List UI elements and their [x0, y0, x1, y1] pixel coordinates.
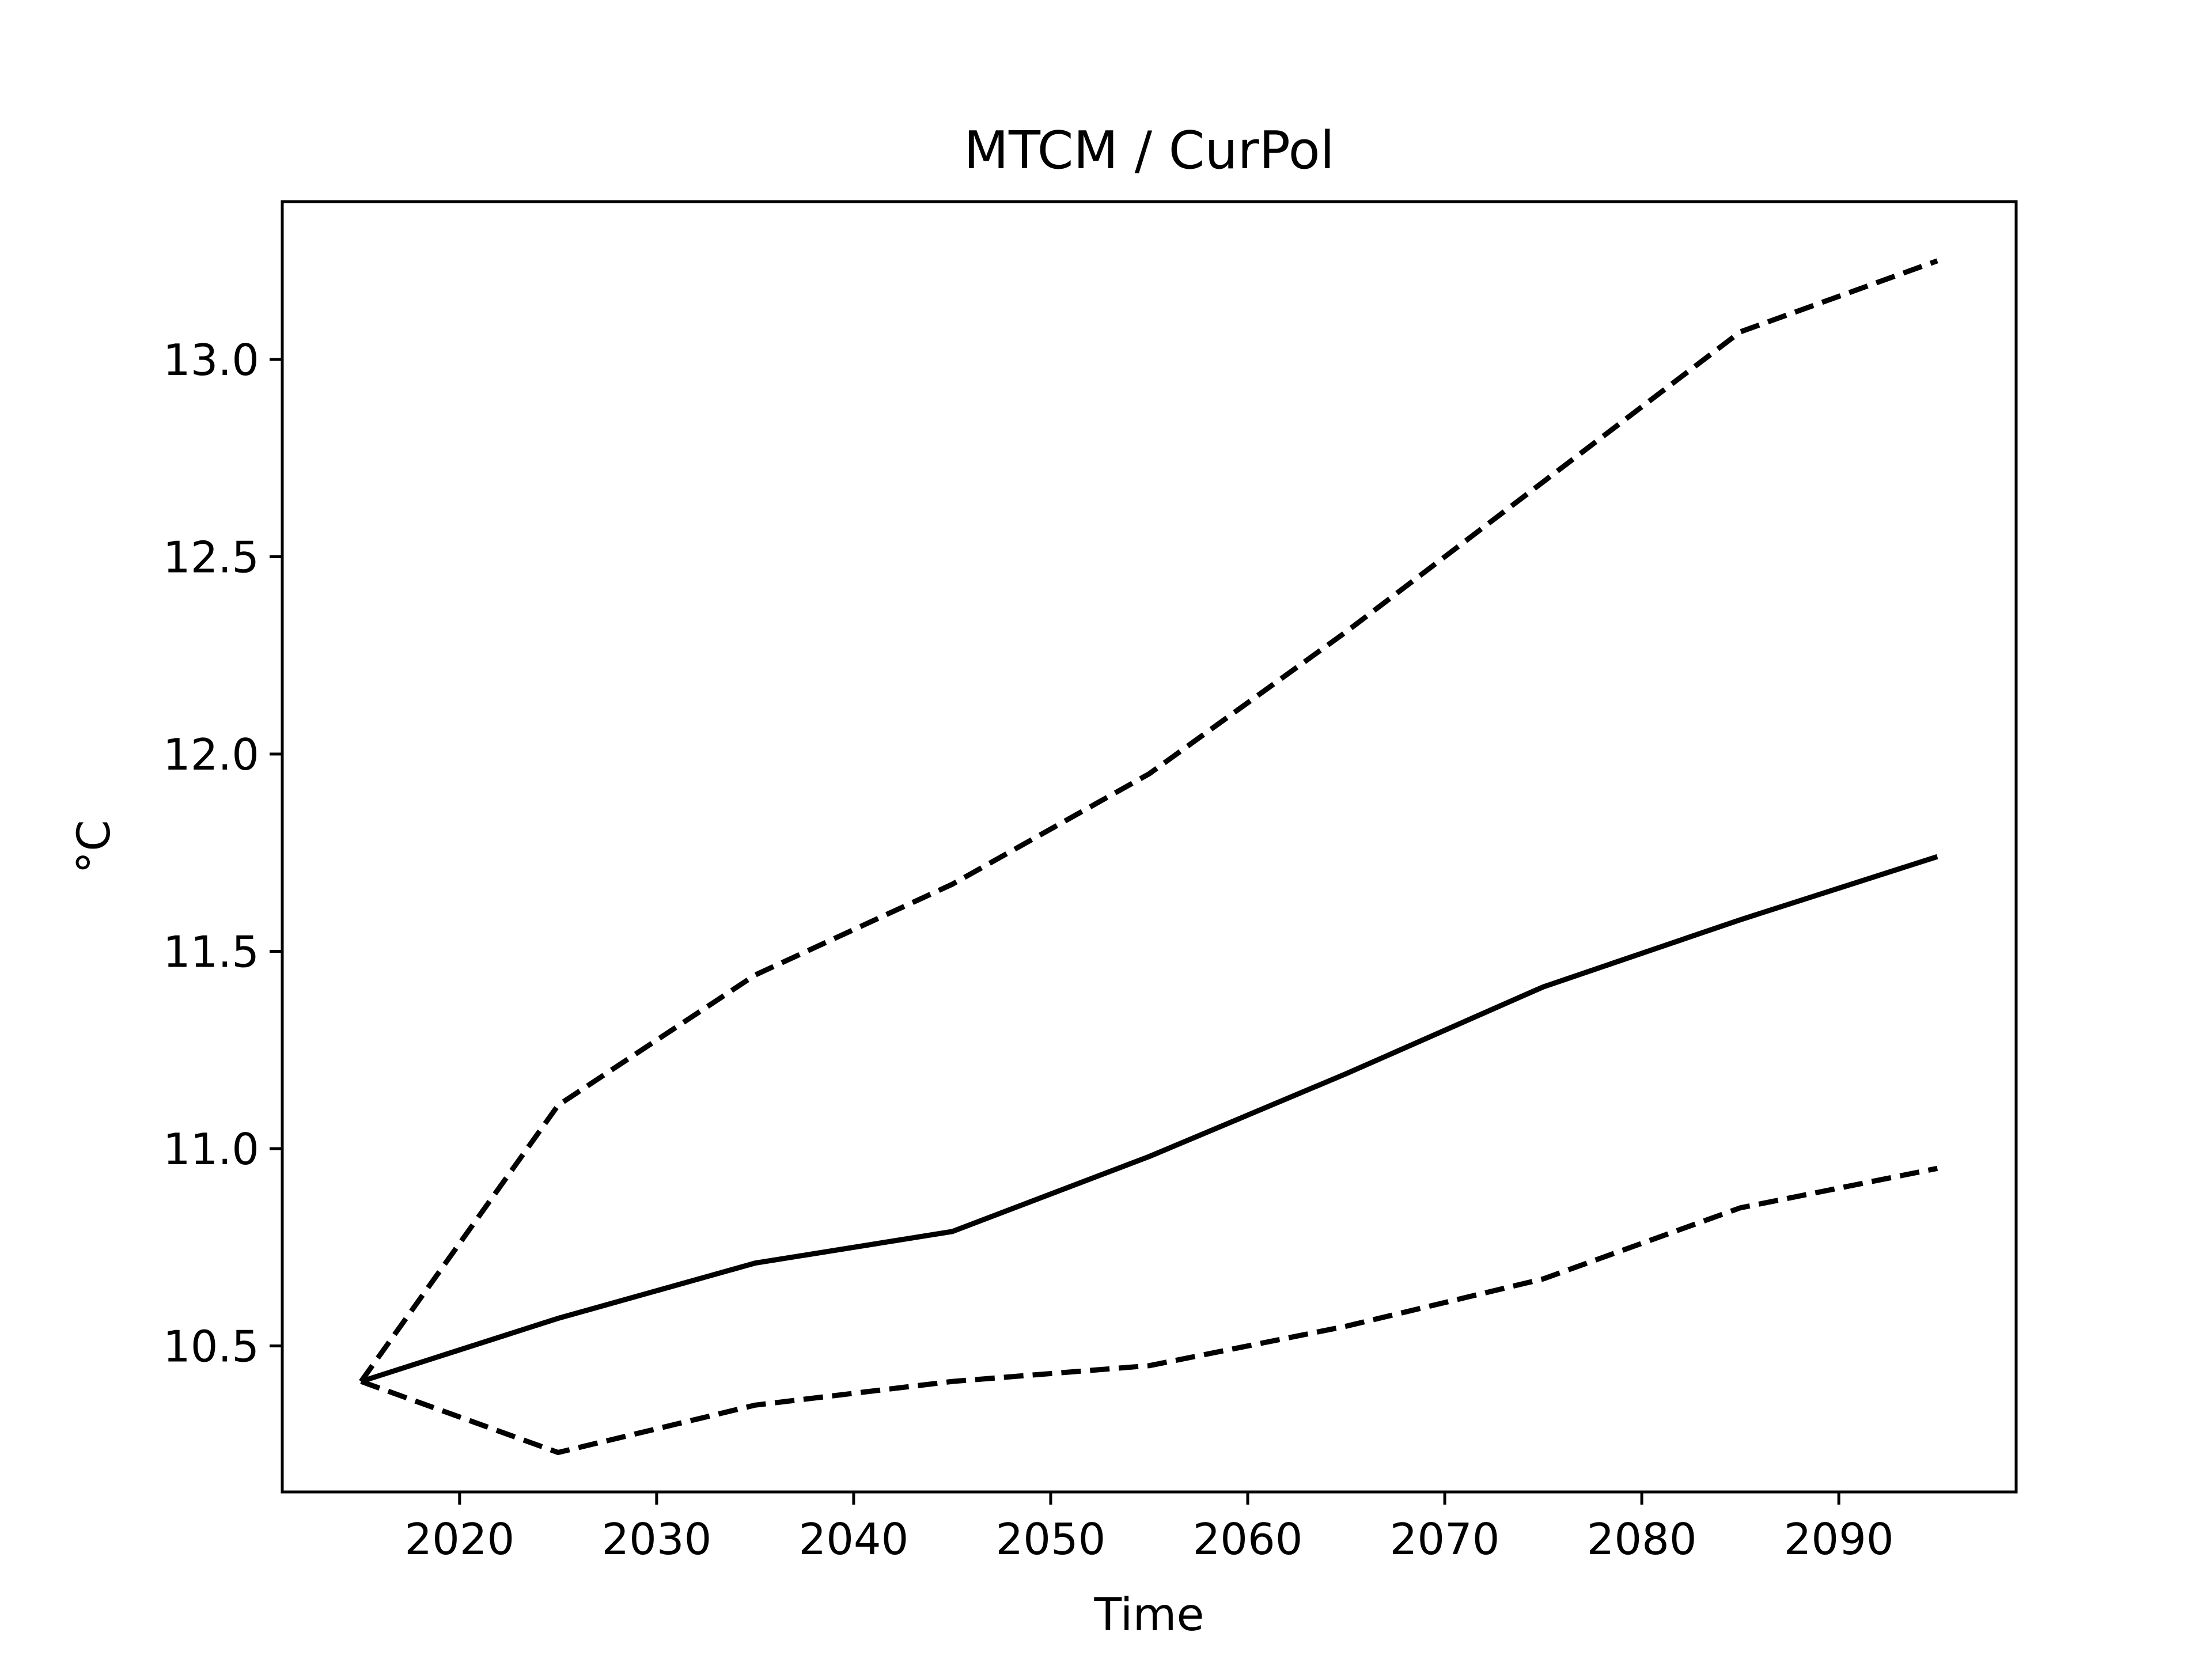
y-tick-label: 13.0 — [163, 335, 259, 385]
x-tick-label: 2050 — [996, 1514, 1106, 1565]
x-tick-label: 2070 — [1390, 1514, 1500, 1565]
dashed-series-line-2 — [360, 1165, 1938, 1455]
x-tick-label: 2090 — [1784, 1514, 1894, 1565]
y-tick-label: 12.5 — [163, 532, 259, 583]
y-tick-label: 11.5 — [163, 927, 259, 978]
x-axis-label: Time — [1094, 1589, 1205, 1641]
y-tick-label: 12.0 — [163, 729, 259, 780]
solid-series-line-1 — [360, 854, 1938, 1384]
x-tick-label: 2040 — [798, 1514, 908, 1565]
x-tick-label: 2020 — [404, 1514, 514, 1565]
x-axis: 2020 2030 2040 2050 2060 2070 2080 2090 — [404, 1492, 1894, 1565]
series-layer — [359, 258, 1938, 1455]
x-tick-label: 2060 — [1193, 1514, 1303, 1565]
chart-title: MTCM / CurPol — [964, 120, 1334, 181]
y-tick-label: 10.5 — [163, 1321, 259, 1372]
x-tick-label: 2080 — [1587, 1514, 1697, 1565]
y-axis-label: °C — [69, 820, 120, 873]
dashed-series-line-0 — [359, 258, 1938, 1383]
y-axis: 10.5 11.0 11.5 12.0 12.5 13.0 — [163, 335, 282, 1372]
x-tick-label: 2030 — [601, 1514, 711, 1565]
plot-area-frame — [281, 200, 2018, 1494]
y-tick-label: 11.0 — [163, 1124, 259, 1175]
